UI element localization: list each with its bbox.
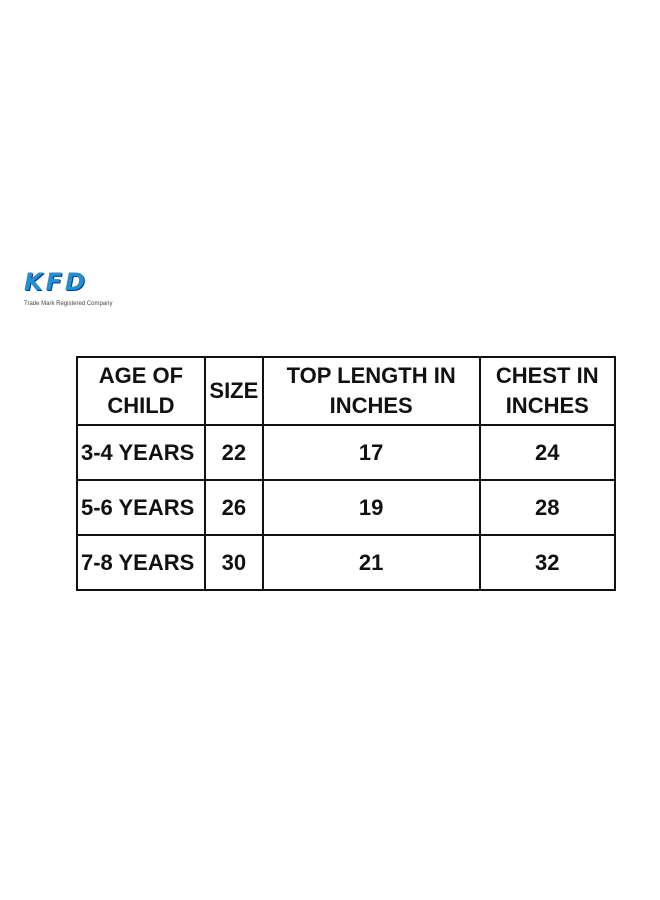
header-size: SIZE <box>203 356 264 426</box>
header-row: AGE OF CHILD SIZE TOP LENGTH IN INCHES C… <box>76 356 616 426</box>
cell-age: 7-8 YEARS <box>76 534 206 591</box>
cell-age: 5-6 YEARS <box>76 479 206 536</box>
header-top-length: TOP LENGTH IN INCHES <box>261 356 481 426</box>
logo-tagline: Trade Mark Registered Company <box>24 301 113 307</box>
cell-top-length: 19 <box>261 479 481 536</box>
table-row: 3-4 YEARS 22 17 24 <box>76 424 616 481</box>
cell-size: 22 <box>203 424 264 481</box>
cell-size: 26 <box>203 479 264 536</box>
size-chart-table: AGE OF CHILD SIZE TOP LENGTH IN INCHES C… <box>76 356 616 591</box>
logo-mark: KFD <box>24 268 88 296</box>
header-chest: CHEST IN INCHES <box>478 356 616 426</box>
cell-age: 3-4 YEARS <box>76 424 206 481</box>
cell-chest: 24 <box>478 424 616 481</box>
cell-top-length: 17 <box>261 424 481 481</box>
cell-size: 30 <box>203 534 264 591</box>
brand-logo: KFD Trade Mark Registered Company <box>24 268 154 318</box>
table-row: 7-8 YEARS 30 21 32 <box>76 534 616 591</box>
header-age: AGE OF CHILD <box>76 356 206 426</box>
table-row: 5-6 YEARS 26 19 28 <box>76 479 616 536</box>
cell-chest: 32 <box>478 534 616 591</box>
cell-top-length: 21 <box>261 534 481 591</box>
cell-chest: 28 <box>478 479 616 536</box>
